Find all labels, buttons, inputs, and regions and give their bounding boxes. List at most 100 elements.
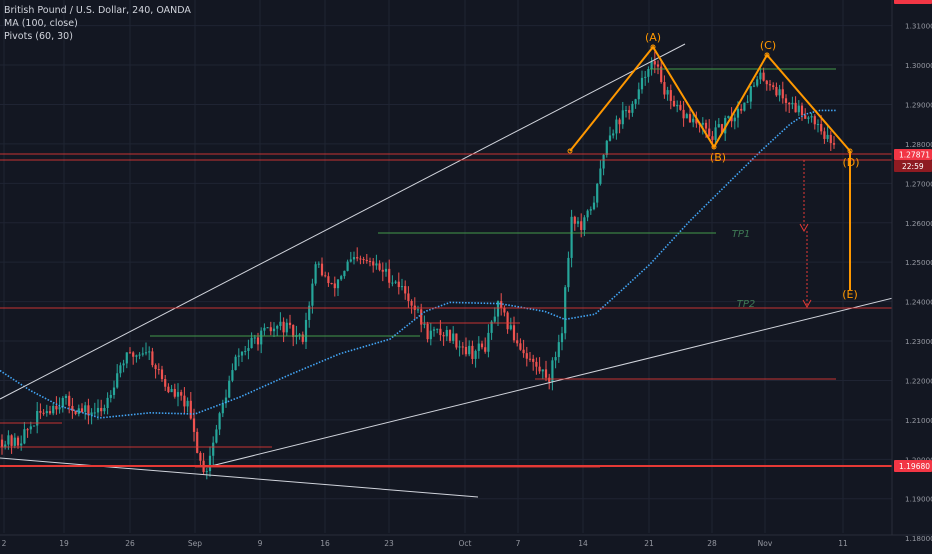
candle-body	[10, 435, 13, 446]
time-tick-label: 21	[644, 539, 654, 548]
candle-body	[128, 352, 132, 354]
candle	[477, 336, 480, 359]
candle-body	[285, 322, 288, 333]
tp2-arrowhead	[802, 299, 812, 309]
candle-body	[269, 327, 272, 332]
candle	[10, 434, 13, 454]
candle-body	[397, 281, 400, 288]
candle	[528, 351, 532, 362]
candle-body	[701, 122, 704, 125]
candle-body	[365, 259, 368, 262]
candle	[346, 259, 349, 272]
candle	[317, 261, 320, 268]
candle	[564, 285, 567, 340]
candle-body	[471, 345, 474, 359]
candle	[135, 354, 138, 363]
candle	[74, 410, 77, 416]
price-tick-label: 1.30000	[905, 61, 932, 70]
candle-body	[55, 405, 58, 410]
candle-body	[756, 79, 759, 86]
candle	[71, 397, 74, 419]
candle	[164, 375, 167, 391]
candle-body	[221, 403, 224, 414]
candle	[349, 251, 352, 263]
candle-body	[628, 110, 631, 113]
candle-body	[48, 411, 52, 414]
candle	[647, 66, 650, 83]
candle-body	[820, 124, 823, 132]
candle-body	[653, 61, 656, 65]
candle-body	[468, 345, 471, 355]
candle-body	[301, 334, 304, 342]
current-price-label: 1.27871	[899, 151, 930, 160]
candle-body	[45, 411, 48, 414]
candle-body	[311, 283, 314, 306]
candle	[84, 401, 87, 420]
candle-body	[141, 353, 144, 355]
candle	[52, 402, 55, 416]
candle	[285, 318, 288, 336]
candle	[119, 362, 122, 378]
candle	[823, 127, 826, 144]
candle	[708, 119, 711, 137]
candle-body	[282, 321, 285, 333]
moving-average-line	[0, 109, 836, 419]
candle-body	[624, 110, 628, 112]
candle-body	[77, 408, 80, 414]
pattern-point	[847, 148, 853, 154]
candle	[663, 75, 666, 99]
candle-body	[420, 309, 423, 325]
candle	[621, 101, 624, 129]
candle	[375, 254, 378, 270]
candle-body	[279, 321, 282, 326]
candle	[112, 380, 116, 399]
candle	[266, 326, 269, 329]
candle-body	[656, 64, 660, 67]
candle-body	[330, 283, 333, 285]
candle	[733, 113, 736, 130]
candle	[631, 101, 634, 117]
lower-channel-line	[206, 296, 898, 468]
candle	[151, 347, 154, 368]
chart-title: British Pound / U.S. Dollar, 240, OANDA	[4, 5, 191, 16]
candle-body	[240, 351, 244, 356]
candle-body	[676, 105, 679, 107]
time-axis: 2 19 26 Sep 9 16 23 Oct 7 14 21 28 Nov 11	[0, 534, 932, 550]
candle-body	[816, 124, 820, 126]
indicator-pivots: Pivots (60, 30)	[4, 31, 73, 42]
candle	[685, 112, 688, 119]
candle-body	[570, 216, 573, 258]
candle-body	[176, 392, 180, 397]
candle	[480, 340, 484, 350]
pattern-label: (E)	[842, 288, 858, 301]
candle	[682, 101, 685, 127]
candle-body	[765, 80, 768, 85]
candle	[100, 399, 103, 417]
candle-body	[212, 442, 215, 456]
candle-body	[519, 343, 522, 350]
candle-body	[183, 395, 186, 407]
candle	[432, 326, 436, 337]
candle	[263, 323, 266, 336]
price-tick-label: 1.31000	[905, 22, 932, 31]
candle-body	[538, 366, 541, 372]
grid-lines	[0, 0, 892, 539]
candle	[756, 76, 759, 88]
candle	[36, 401, 39, 434]
candle-body	[87, 405, 90, 416]
upper-channel-line	[0, 43, 686, 400]
candle	[20, 435, 23, 451]
candle	[55, 396, 58, 415]
candle-body	[442, 335, 445, 337]
candle	[461, 342, 464, 355]
candle	[397, 272, 400, 295]
candle	[356, 247, 359, 262]
candle-body	[740, 108, 743, 111]
candle	[458, 340, 461, 357]
candle-body	[205, 471, 208, 473]
candle-body	[26, 429, 29, 431]
candle-body	[362, 259, 365, 261]
candle	[666, 86, 669, 101]
candle	[407, 286, 410, 308]
